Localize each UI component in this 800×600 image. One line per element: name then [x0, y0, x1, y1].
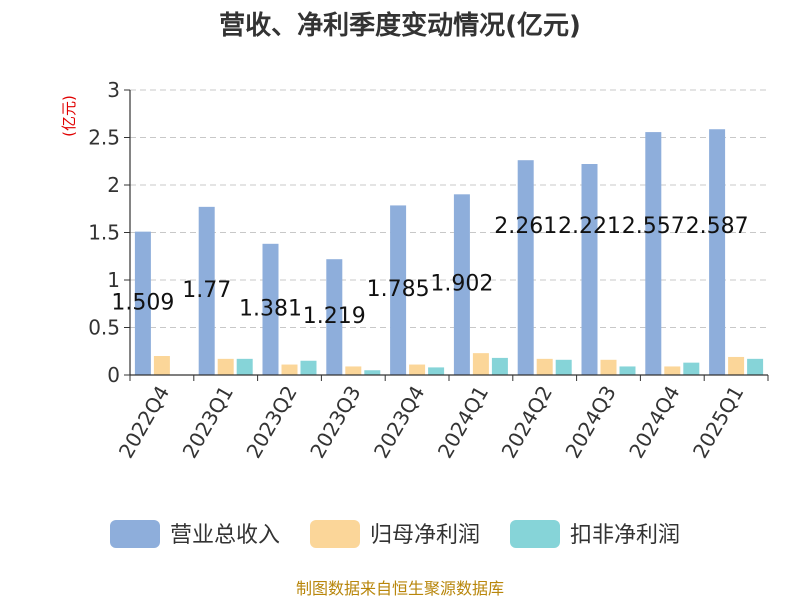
- bar-2-2: [300, 360, 317, 375]
- data-label: 2.261: [494, 214, 557, 239]
- data-label: 2.221: [558, 214, 621, 239]
- legend-label: 营业总收入: [170, 523, 280, 548]
- bar-0-9: [709, 129, 726, 375]
- bar-2-8: [683, 362, 700, 375]
- bar-0-4: [390, 205, 407, 375]
- grid: [130, 89, 768, 328]
- legend-label: 扣非净利润: [570, 523, 680, 548]
- data-label: 2.587: [686, 214, 749, 239]
- bar-0-6: [517, 160, 534, 375]
- bar-2-4: [428, 367, 445, 375]
- bar-2-9: [747, 358, 764, 375]
- y-tick-label: 2: [107, 173, 120, 197]
- data-label: 1.785: [367, 277, 430, 302]
- x-tick-label: 2023Q2: [241, 382, 301, 463]
- source-note: 制图数据来自恒生聚源数据库: [296, 579, 504, 598]
- data-label: 2.557: [622, 214, 685, 239]
- bar-2-1: [236, 358, 253, 375]
- y-tick-label: 1.5: [88, 221, 120, 245]
- x-tick-label: 2024Q2: [497, 382, 557, 463]
- bar-0-5: [453, 194, 470, 375]
- data-label: 1.902: [430, 272, 493, 297]
- legend-swatch: [110, 520, 160, 548]
- bar-0-7: [581, 164, 598, 375]
- bar-2-6: [555, 359, 572, 375]
- legend: 营业总收入 归母净利润 扣非净利润: [110, 520, 680, 548]
- legend-swatch: [510, 520, 560, 548]
- data-label: 1.381: [239, 296, 302, 321]
- bar-1-8: [664, 366, 681, 375]
- chart-title: 营收、净利季度变动情况(亿元): [219, 10, 581, 41]
- y-tick-label: 3: [107, 78, 120, 102]
- bar-2-5: [491, 357, 508, 375]
- y-tick-label: 0: [107, 363, 120, 387]
- y-tick-label: 1: [107, 268, 120, 292]
- legend-label: 归母净利润: [370, 523, 480, 548]
- x-tick-label: 2022Q4: [114, 382, 174, 463]
- bars: [134, 129, 764, 375]
- y-tick-label: 0.5: [88, 316, 120, 340]
- bar-1-4: [409, 364, 426, 375]
- bar-1-3: [345, 366, 362, 375]
- x-tick-label: 2024Q3: [560, 382, 620, 463]
- bar-1-1: [217, 358, 234, 375]
- bar-0-0: [134, 231, 151, 375]
- bar-0-8: [645, 132, 662, 375]
- x-tick-label: 2024Q1: [433, 382, 493, 463]
- bar-2-3: [364, 370, 381, 375]
- x-tick-label: 2023Q3: [305, 382, 365, 463]
- y-axis-unit: (亿元): [60, 95, 78, 137]
- y-tick-label: 2.5: [88, 126, 120, 150]
- legend-swatch: [310, 520, 360, 548]
- data-label: 1.77: [182, 278, 231, 303]
- x-tick-label: 2023Q4: [369, 382, 429, 463]
- bar-1-7: [600, 359, 617, 375]
- x-tick-label: 2023Q1: [178, 382, 238, 463]
- bar-1-5: [472, 353, 489, 375]
- bar-0-3: [326, 259, 343, 375]
- bar-0-2: [262, 243, 279, 375]
- bar-1-6: [536, 358, 553, 375]
- bar-1-0: [153, 356, 170, 375]
- bar-2-7: [619, 366, 636, 375]
- bar-1-2: [281, 364, 298, 375]
- x-tick-label: 2025Q1: [688, 382, 748, 463]
- data-label: 1.509: [111, 290, 174, 315]
- data-label: 1.219: [303, 304, 366, 329]
- x-tick-label: 2024Q4: [624, 382, 684, 463]
- bar-0-1: [198, 206, 215, 375]
- bar-1-9: [728, 356, 745, 375]
